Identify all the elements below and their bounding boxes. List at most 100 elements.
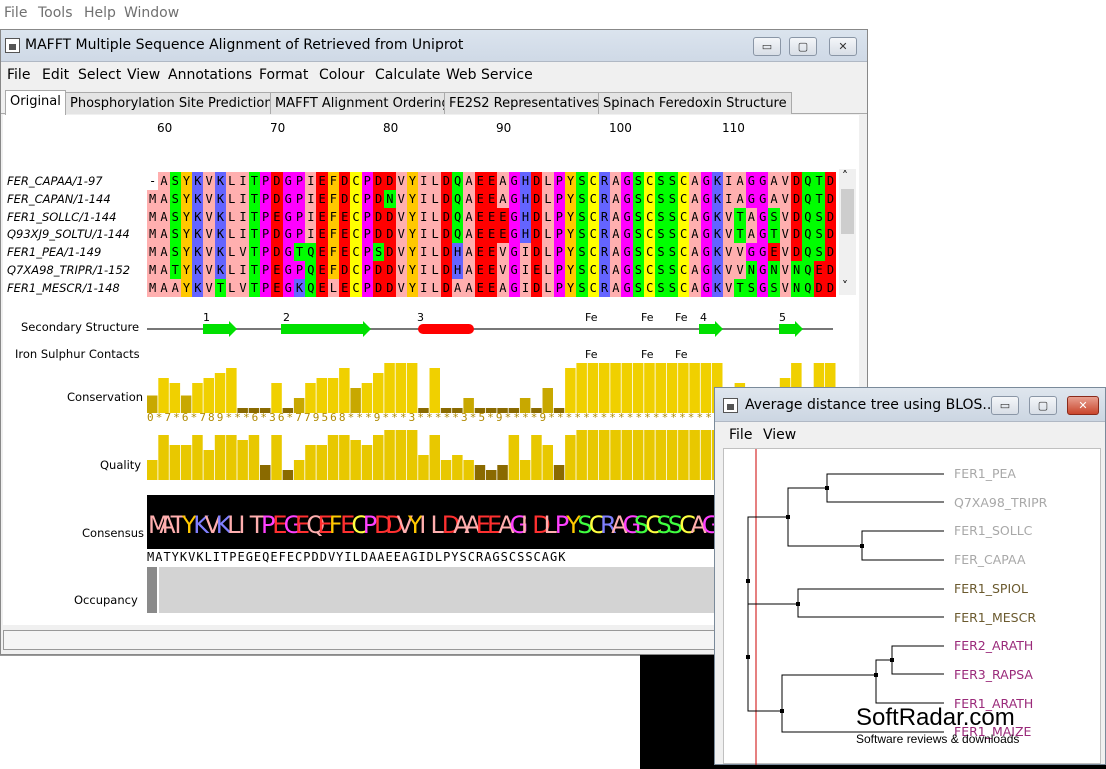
tree-leaf-label[interactable]: FER1_MAIZE	[954, 724, 1032, 740]
scroll-up-arrow[interactable]: ˄	[842, 169, 848, 183]
residue: P	[259, 225, 272, 244]
menu-edit[interactable]: Edit	[42, 67, 70, 83]
menu-file[interactable]: File	[7, 67, 31, 83]
sequence-name[interactable]: Q93XJ9_SOLTU/1-144	[7, 227, 130, 242]
tree-close-button[interactable]: ✕	[1067, 396, 1099, 415]
tree-leaf-label[interactable]: FER1_SOLLC	[954, 523, 1033, 539]
residue: L	[226, 261, 238, 279]
residue: C	[644, 207, 656, 226]
ruler-60: 60	[157, 121, 173, 135]
ss-marker-1: 1	[203, 311, 210, 324]
close-button[interactable]: ✕	[829, 37, 857, 56]
residue: D	[384, 207, 396, 226]
menu-colour[interactable]: Colour	[319, 67, 365, 83]
consensus-string: MATYKVKLITPEGEQEFECPDDVYILDAAEEAGIDLPYSC…	[147, 550, 566, 564]
sequence-name[interactable]: FER_CAPAN/1-144	[7, 191, 111, 206]
residue: A	[497, 172, 509, 190]
tab-mafft-ordering[interactable]: MAFFT Alignment Ordering	[270, 92, 455, 114]
tab-fe2s2[interactable]: FE2S2 Representatives	[444, 92, 604, 114]
residue: K	[192, 261, 204, 279]
residue: I	[305, 207, 317, 226]
sequence-name[interactable]: FER1_MESCR/1-148	[7, 280, 120, 295]
residue: E	[474, 207, 486, 226]
tree-minimize-button[interactable]: ▭	[991, 396, 1019, 415]
residue: N	[745, 261, 758, 279]
residue: G	[700, 243, 712, 262]
sequence-name[interactable]: FER1_SOLLC/1-144	[7, 209, 117, 224]
residue: D	[824, 207, 837, 226]
tab-original[interactable]: Original	[5, 90, 66, 115]
conservation-bar	[158, 378, 169, 413]
conservation-bar	[632, 363, 644, 413]
residue: D	[372, 189, 385, 208]
residue: A	[158, 225, 170, 244]
residue: V	[779, 243, 791, 262]
tree-menu-view[interactable]: View	[763, 427, 797, 443]
tree-canvas[interactable]: FER1_PEA Q7XA98_TRIPR FER1_SOLLC FER_CAPAA F…	[723, 448, 1101, 765]
residue: S	[655, 207, 667, 226]
residue: V	[779, 207, 791, 226]
alignment-title-bar[interactable]: MAFFT Multiple Sequence Alignment of Ret…	[1, 30, 867, 62]
tree-maximize-button[interactable]: ▢	[1029, 396, 1057, 415]
conservation-bar	[463, 398, 474, 413]
top-menu-window[interactable]: Window	[124, 5, 180, 21]
sequence-name[interactable]: FER1_PEA/1-149	[7, 245, 102, 260]
sequence-name[interactable]: FER_CAPAA/1-97	[7, 174, 103, 188]
tree-leaf-label[interactable]: FER1_PEA	[954, 466, 1016, 481]
tree-leaf-label[interactable]: FER2_ARATH	[954, 638, 1034, 654]
alignment-window: MAFFT Multiple Sequence Alignment of Ret…	[0, 29, 868, 655]
menu-web-service[interactable]: Web Service	[446, 67, 533, 83]
consensus-logo-letter: A	[690, 511, 707, 539]
vertical-scrollbar[interactable]: ˄ ˅	[839, 169, 856, 295]
tree-leaf-label[interactable]: Q7XA98_TRIPR	[954, 494, 1048, 510]
residue: V	[723, 278, 735, 297]
residue: A	[689, 207, 701, 226]
top-menu-file[interactable]: File	[4, 5, 28, 21]
menu-format[interactable]: Format	[259, 67, 309, 83]
tree-leaf-label[interactable]: FER1_SPIOL	[954, 580, 1028, 596]
tree-leaf-label[interactable]: FER1_MESCR	[954, 609, 1037, 625]
residue: T	[169, 261, 181, 279]
tree-leaf-label[interactable]: FER1_ARATH	[954, 695, 1034, 711]
top-menu-tools[interactable]: Tools	[38, 5, 73, 21]
menu-annotations[interactable]: Annotations	[168, 67, 253, 83]
residue: S	[632, 278, 645, 297]
tree-leaf-label[interactable]: FER_CAPAA	[954, 552, 1026, 568]
menu-select[interactable]: Select	[78, 67, 122, 83]
residue: D	[531, 189, 543, 208]
residue: E	[485, 189, 498, 208]
scroll-down-arrow[interactable]: ˅	[842, 279, 848, 293]
menu-calculate[interactable]: Calculate	[375, 67, 441, 83]
residue: S	[576, 189, 588, 208]
sequence-name[interactable]: Q7XA98_TRIPR/1-152	[7, 263, 131, 277]
tab-phosphorylation[interactable]: Phosphorylation Site Predictions	[65, 92, 285, 114]
top-menu-help[interactable]: Help	[84, 5, 116, 21]
residue: G	[282, 172, 294, 190]
conservation-bar	[678, 363, 689, 413]
residue: S	[632, 225, 645, 244]
consensus-logo-letter: P	[363, 511, 377, 539]
tab-spinach-structure[interactable]: Spinach Feredoxin Structure	[598, 92, 792, 114]
menu-view[interactable]: View	[127, 67, 161, 83]
tree-menu-file[interactable]: File	[729, 427, 753, 443]
residue: V	[723, 261, 735, 279]
residue: D	[531, 243, 543, 262]
residue: L	[226, 189, 238, 208]
quality-bar	[293, 460, 305, 480]
maximize-button[interactable]: ▢	[789, 37, 817, 56]
residue: T	[768, 225, 780, 244]
residue: C	[587, 278, 599, 297]
tree-title-bar[interactable]: Average distance tree using BLOS... ▭ ▢ …	[715, 388, 1105, 422]
residue: E	[485, 278, 498, 297]
consensus-logo-letter: A	[498, 511, 515, 539]
tree-leaf-label[interactable]: FER3_RAPSA	[954, 666, 1033, 682]
minimize-button[interactable]: ▭	[753, 37, 781, 56]
vertical-scroll-thumb[interactable]	[841, 189, 854, 234]
